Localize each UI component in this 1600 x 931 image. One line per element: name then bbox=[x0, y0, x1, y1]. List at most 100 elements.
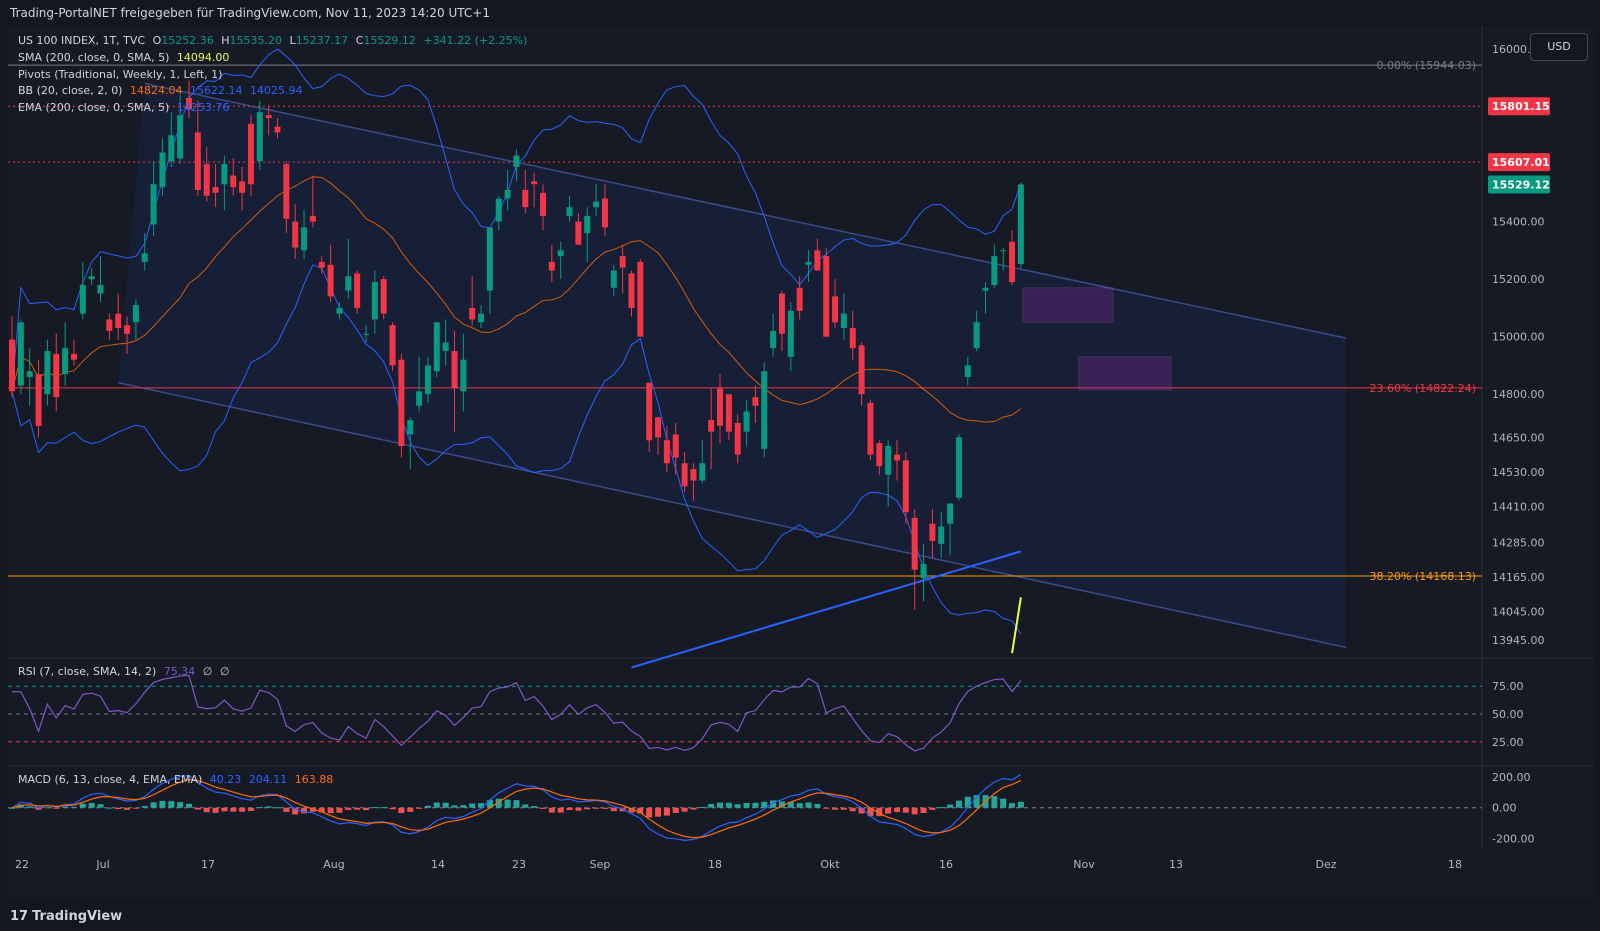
macd-histogram-bar bbox=[849, 807, 856, 812]
macd-signal-line bbox=[11, 778, 1022, 839]
macd-histogram-bar bbox=[283, 807, 290, 812]
candle-body bbox=[805, 261, 812, 265]
macd-histogram-bar bbox=[292, 807, 299, 815]
rsi-tick-label: 25.00 bbox=[1492, 736, 1524, 749]
candle-body bbox=[628, 273, 635, 308]
macd-histogram-bar bbox=[646, 807, 653, 818]
legend-rsi-value: 75.34 bbox=[163, 665, 196, 678]
candle-body bbox=[363, 333, 369, 335]
macd-histogram-bar bbox=[203, 807, 210, 813]
macd-tick-label: -200.00 bbox=[1492, 832, 1534, 845]
macd-histogram-bar bbox=[672, 807, 679, 813]
macd-histogram-bar bbox=[132, 807, 139, 809]
macd-histogram-bar bbox=[876, 807, 883, 817]
macd-histogram-bar bbox=[823, 807, 830, 809]
bb-basis-line bbox=[11, 176, 1022, 423]
candle-body bbox=[973, 322, 980, 349]
legend-ema: EMA (200, close, 0, SMA, 5) 14253.76 bbox=[18, 101, 233, 114]
price-badge-label: 15607.01 bbox=[1492, 156, 1550, 169]
fib-label: 23.60% (14822.24) bbox=[1369, 382, 1476, 395]
macd-histogram-bar bbox=[628, 807, 635, 813]
legend-bb: BB (20, close, 2, 0) 14824.04 15622.14 1… bbox=[18, 84, 306, 97]
macd-histogram-bar bbox=[955, 800, 962, 808]
tradingview-logo[interactable]: 17 TradingView bbox=[10, 909, 122, 924]
legend-bb-label: BB (20, close, 2, 0) bbox=[18, 84, 123, 97]
macd-histogram-bar bbox=[97, 804, 104, 808]
candle-body bbox=[955, 437, 962, 498]
candle-body bbox=[159, 152, 166, 188]
candle-body bbox=[486, 227, 493, 291]
candle-body bbox=[97, 284, 104, 294]
candle-body bbox=[212, 187, 219, 193]
macd-histogram-bar bbox=[584, 807, 591, 810]
macd-histogram-bar bbox=[964, 796, 971, 808]
legend-close: 15529.12 bbox=[363, 34, 416, 47]
legend-l-label: L bbox=[289, 34, 296, 47]
candle-body bbox=[540, 192, 546, 216]
legend-rsi-x2: ∅ bbox=[219, 665, 230, 678]
chart-svg[interactable]: 0.00% (15944.03) 23.60% (14822.24) 38.20% … bbox=[8, 26, 1594, 901]
currency-button[interactable]: USD bbox=[1530, 33, 1588, 61]
legend-macd-hist: 163.88 bbox=[294, 773, 334, 786]
macd-histogram-bar bbox=[840, 807, 847, 810]
chart-area[interactable]: 0.00% (15944.03) 23.60% (14822.24) 38.20% … bbox=[8, 26, 1594, 901]
macd-histogram-bar bbox=[575, 807, 582, 811]
target-box bbox=[1078, 356, 1172, 391]
macd-histogram-bar bbox=[1009, 803, 1016, 808]
macd-histogram-bar bbox=[9, 807, 15, 809]
macd-histogram-bar bbox=[902, 807, 909, 813]
price-tick-label: 14530.00 bbox=[1492, 466, 1545, 479]
legend-o-label: O bbox=[152, 34, 162, 47]
candle-body bbox=[416, 391, 423, 406]
macd-histogram-bar bbox=[301, 807, 308, 814]
candle-body bbox=[663, 440, 670, 464]
time-tick-label: 16 bbox=[939, 858, 953, 871]
legend-bb-upper: 15622.14 bbox=[189, 84, 243, 97]
candle-body bbox=[770, 330, 777, 349]
legend-macd: MACD (6, 13, close, 4, EMA, EMA) 40.23 2… bbox=[18, 773, 337, 786]
macd-histogram-bar bbox=[451, 805, 458, 808]
candle-body bbox=[522, 189, 529, 208]
macd-histogram-bar bbox=[973, 795, 980, 808]
channel-upper-line bbox=[144, 82, 1347, 339]
price-tick-label: 14410.00 bbox=[1492, 500, 1545, 513]
macd-histogram-bar bbox=[495, 798, 502, 808]
macd-histogram-bar bbox=[44, 807, 51, 809]
legend-h-label: H bbox=[221, 34, 230, 47]
candle-body bbox=[442, 342, 449, 352]
price-tick-label: 14045.00 bbox=[1492, 605, 1545, 618]
candle-body bbox=[938, 526, 945, 544]
candle-body bbox=[708, 420, 715, 432]
channel-lower-line bbox=[118, 381, 1347, 649]
legend-symbol: US 100 INDEX, 1T, TVC bbox=[18, 34, 146, 47]
target-box bbox=[1022, 287, 1114, 323]
tradingview-mark: 17 bbox=[10, 909, 29, 924]
macd-histogram-bar bbox=[88, 802, 95, 808]
candle-body bbox=[885, 446, 892, 475]
macd-histogram-bar bbox=[221, 807, 228, 812]
candle-body bbox=[124, 325, 131, 334]
macd-histogram-bar bbox=[911, 807, 918, 815]
candle-body bbox=[601, 198, 608, 228]
candle-body bbox=[717, 388, 723, 426]
sma-200-line bbox=[1011, 597, 1022, 654]
candle-body bbox=[283, 164, 290, 219]
macd-histogram-bar bbox=[708, 803, 715, 808]
candle-body bbox=[106, 319, 113, 331]
candle-body bbox=[513, 155, 520, 167]
legend-bb-basis: 14824.04 bbox=[129, 84, 183, 97]
macd-histogram-bar bbox=[690, 807, 697, 810]
macd-histogram-bar bbox=[947, 804, 954, 808]
macd-histogram-bar bbox=[601, 807, 608, 809]
candle-body bbox=[584, 215, 591, 234]
legend-bb-lower: 14025.94 bbox=[249, 84, 303, 97]
candle-body bbox=[398, 359, 405, 446]
time-tick-label: 23 bbox=[512, 858, 526, 871]
candle-body bbox=[911, 517, 918, 570]
bb-lower-band bbox=[11, 264, 1022, 635]
price-tick-label: 13945.00 bbox=[1492, 634, 1545, 647]
macd-histogram-bar bbox=[106, 807, 113, 809]
candle-body bbox=[451, 351, 458, 389]
macd-histogram-bar bbox=[699, 806, 706, 808]
macd-histogram-bar bbox=[778, 801, 785, 808]
